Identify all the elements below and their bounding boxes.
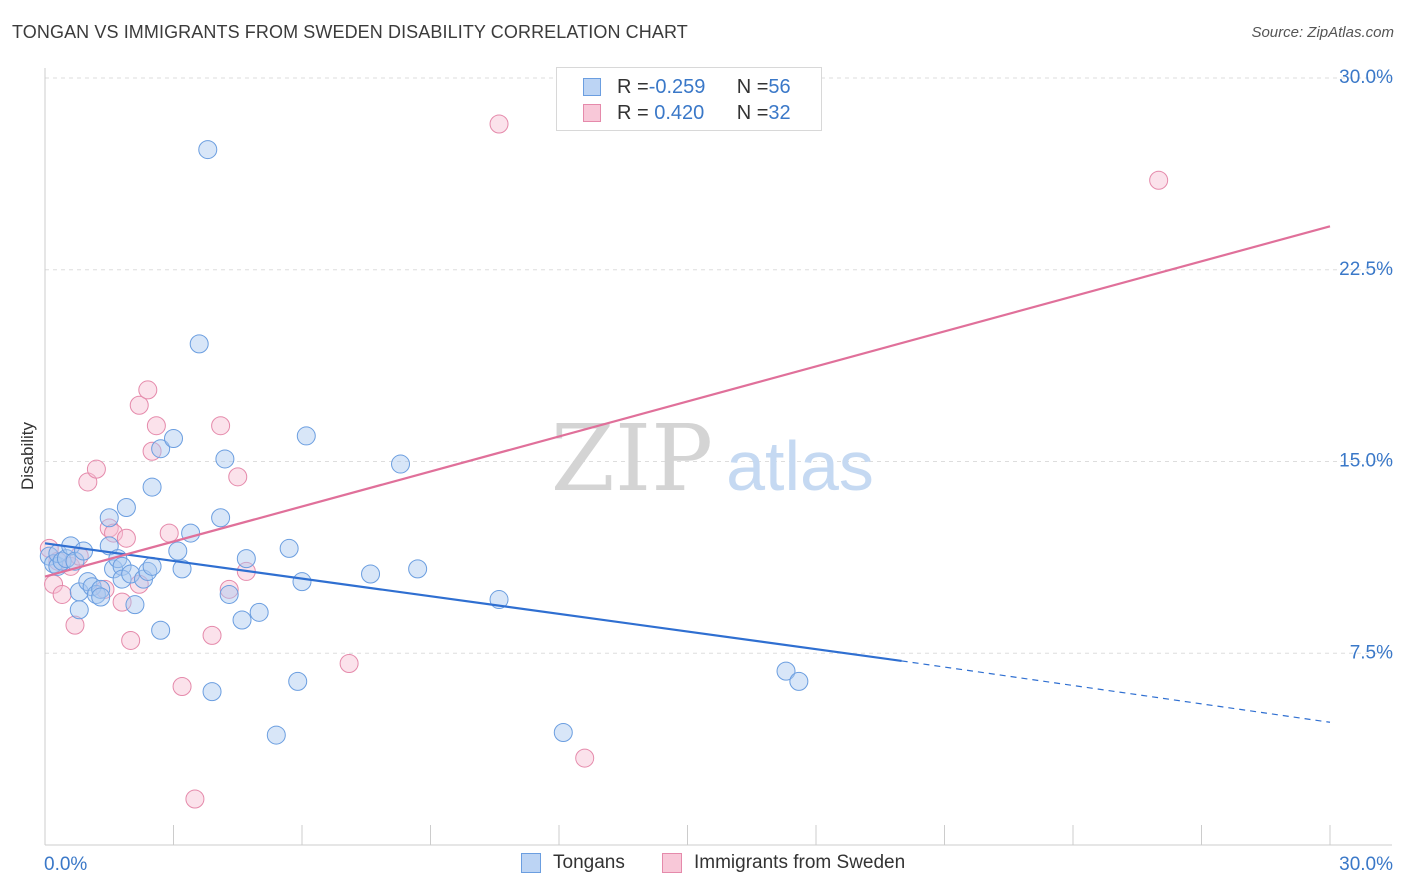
sweden-point	[185, 789, 205, 809]
y-tick-label: 30.0%	[1339, 67, 1393, 88]
tongan-point	[99, 508, 119, 528]
tongan-point	[776, 661, 796, 681]
y-tick-label: 7.5%	[1350, 642, 1393, 663]
tongan-point	[142, 477, 162, 497]
sweden-point	[52, 584, 72, 604]
tongan-point	[288, 671, 308, 691]
tongan-point	[279, 538, 299, 558]
legend-n-label: N =	[736, 101, 769, 124]
tongan-point	[789, 671, 809, 691]
tongan-point	[142, 556, 162, 576]
sweden-point	[104, 523, 124, 543]
tongan-point	[164, 428, 183, 448]
sweden-point	[211, 416, 231, 436]
x-tick-label-max: 30.0%	[1339, 854, 1393, 875]
tongan-point	[91, 587, 111, 607]
legend-label-sweden: Immigrants from Sweden	[694, 852, 906, 873]
sweden-point	[339, 653, 359, 673]
y-tick-label: 15.0%	[1339, 451, 1393, 472]
tongan-trend-extension	[901, 660, 1331, 723]
sweden-point	[146, 416, 166, 436]
source-credit: Source: ZipAtlas.com	[1251, 24, 1394, 41]
tongan-point	[391, 454, 411, 474]
legend-swatch-tongan	[583, 78, 601, 96]
tongan-point	[236, 549, 256, 569]
tongan-point	[553, 723, 573, 743]
axes-layer	[44, 68, 1392, 846]
watermark: ZIP atlas	[551, 405, 874, 512]
trend-lines	[44, 225, 1331, 723]
tongan-point	[91, 579, 111, 599]
tongan-point	[361, 564, 381, 584]
sweden-point	[116, 528, 136, 548]
legend-r-value-sweden: 0.420	[648, 101, 705, 124]
y-axis-label: Disability	[18, 421, 37, 490]
legend-r-value-tongan: -0.259	[648, 75, 706, 98]
x-tick-label-min: 0.0%	[44, 854, 87, 875]
tongan-point	[116, 498, 136, 518]
tongan-point	[69, 600, 89, 620]
tongan-point	[219, 584, 239, 604]
tongan-point	[172, 559, 192, 579]
legend-item-sweden: Immigrants from Sweden	[662, 852, 905, 874]
tongan-point	[198, 140, 218, 160]
legend-swatch-sweden	[583, 104, 601, 122]
sweden-point	[202, 625, 222, 645]
tongan-point	[296, 426, 316, 446]
legend-label-tongans: Tongans	[553, 852, 625, 873]
sweden-point	[228, 467, 248, 487]
sweden-point	[138, 380, 158, 400]
tongan-trend-line	[44, 542, 902, 663]
legend-row-sweden: R = 0.420 N = 32	[583, 100, 791, 126]
tongan-point	[202, 682, 222, 702]
sweden-point	[575, 748, 595, 768]
tongan-point	[215, 449, 235, 469]
series-legend: Tongans Immigrants from Sweden	[0, 852, 1406, 878]
tongan-point	[249, 602, 269, 622]
tongan-point	[266, 725, 286, 745]
sweden-point	[489, 114, 509, 134]
legend-r-label: R =	[617, 101, 649, 124]
sweden-point	[159, 523, 179, 543]
sweden-point	[121, 630, 141, 650]
tick-labels: 7.5% 15.0% 22.5% 30.0% 0.0% 30.0%	[44, 67, 1393, 875]
watermark-zip: ZIP	[551, 405, 713, 512]
sweden-point	[1149, 170, 1169, 190]
watermark-atlas: atlas	[726, 427, 874, 505]
sweden-point	[65, 615, 85, 635]
tongan-point	[189, 334, 209, 354]
legend-n-value-tongan: 56	[768, 75, 791, 98]
series-tongan-points	[39, 140, 809, 745]
legend-item-tongans: Tongans	[521, 852, 625, 874]
tongan-point	[292, 572, 312, 592]
legend-row-tongan: R = -0.259 N = 56	[583, 74, 791, 100]
tongan-point	[232, 610, 252, 630]
sweden-point	[172, 676, 192, 696]
tongan-point	[74, 541, 94, 561]
tongan-point	[125, 595, 145, 615]
legend-n-label: N =	[736, 75, 769, 98]
legend-swatch-sweden	[662, 853, 682, 873]
sweden-point	[129, 395, 149, 415]
sweden-point	[86, 459, 106, 479]
tongan-point	[151, 439, 171, 459]
tongan-point	[168, 541, 188, 561]
legend-n-value-sweden: 32	[768, 101, 791, 124]
y-tick-label: 22.5%	[1339, 259, 1393, 280]
tongan-point	[408, 559, 428, 579]
tongan-point	[151, 620, 171, 640]
legend-r-label: R =	[617, 75, 649, 98]
chart-title: TONGAN VS IMMIGRANTS FROM SWEDEN DISABIL…	[12, 22, 688, 42]
correlation-legend: R = -0.259 N = 56 R = 0.420 N = 32	[556, 67, 822, 131]
legend-swatch-tongans	[521, 853, 541, 873]
tongan-point	[211, 508, 231, 528]
sweden-trend-line	[44, 225, 1331, 578]
sweden-point	[219, 579, 239, 599]
